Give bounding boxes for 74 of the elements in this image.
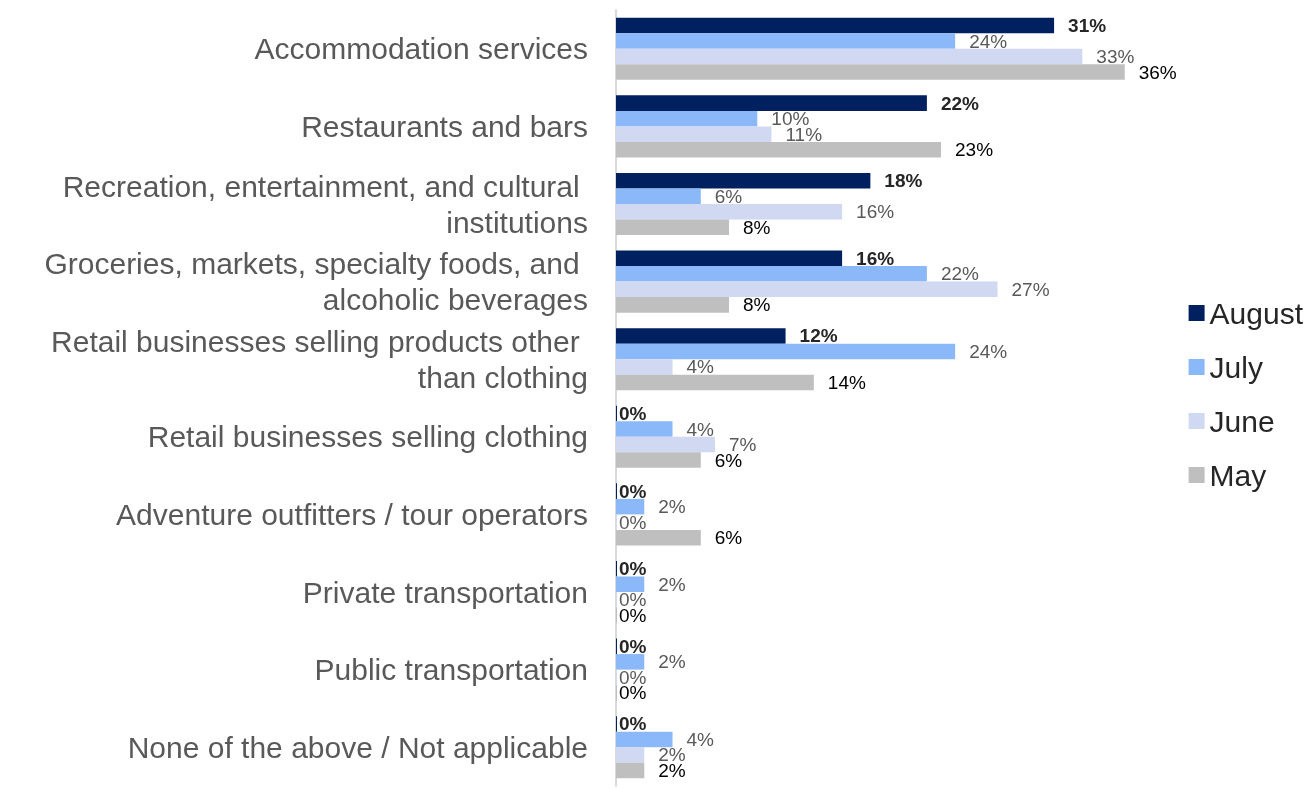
bar	[616, 126, 772, 142]
bar	[616, 359, 673, 375]
data-label: 0%	[619, 403, 647, 425]
data-label: 0%	[619, 635, 647, 657]
bar	[616, 110, 758, 127]
data-label: 36%	[1138, 61, 1177, 83]
bar	[616, 343, 956, 360]
legend-label: June	[1209, 404, 1275, 438]
y-tick-label: Restaurants and bars	[301, 109, 588, 143]
data-label: 8%	[743, 294, 771, 316]
y-tick-label: Groceries, markets, specialty foods, and alcoholic beverages	[44, 247, 588, 317]
bar	[616, 141, 942, 158]
data-label: 16%	[856, 201, 895, 223]
bar	[616, 297, 730, 313]
y-tick-label: Recreation, entertainment, and cultural institutions	[62, 169, 588, 239]
bar	[616, 95, 927, 111]
data-label: 8%	[743, 216, 771, 238]
data-label: 0%	[619, 713, 647, 735]
data-label: 14%	[827, 371, 866, 393]
data-label: 27%	[1011, 278, 1050, 300]
bar	[616, 266, 927, 282]
data-label: 0%	[619, 480, 647, 502]
bar	[616, 250, 843, 267]
data-label: 4%	[686, 728, 715, 750]
bar	[616, 747, 645, 763]
data-label: 2%	[658, 651, 686, 673]
bar	[616, 654, 645, 670]
bar	[616, 17, 1055, 34]
data-label: 6%	[714, 527, 743, 549]
bar	[616, 576, 645, 592]
legend-label: August	[1209, 296, 1304, 330]
data-label: 4%	[686, 418, 715, 440]
data-label: 22%	[940, 92, 980, 114]
data-label: 18%	[884, 170, 923, 192]
bar	[616, 48, 1083, 65]
bar	[616, 328, 786, 344]
y-tick-label: Retail businesses selling products other than clothing	[51, 324, 588, 394]
bar	[616, 452, 701, 468]
bar	[616, 436, 715, 453]
bar	[616, 219, 730, 236]
bar	[616, 204, 843, 220]
data-label: 4%	[686, 356, 715, 378]
bar	[616, 64, 1125, 80]
data-label: 2%	[658, 573, 686, 595]
bar	[616, 762, 645, 779]
y-tick-label: Accommodation services	[254, 32, 588, 66]
bar	[616, 731, 673, 748]
data-label: 0%	[619, 511, 647, 533]
data-label: 6%	[714, 185, 743, 207]
data-label: 0%	[619, 558, 647, 580]
bar	[616, 281, 998, 298]
data-label: 31%	[1068, 15, 1107, 37]
data-label: 24%	[969, 340, 1008, 362]
data-label: 22%	[940, 263, 980, 285]
bar	[616, 33, 956, 49]
bar	[616, 188, 701, 204]
bar	[616, 172, 871, 189]
legend-label: July	[1209, 350, 1263, 384]
data-label: 2%	[658, 496, 686, 518]
data-label: 16%	[856, 247, 895, 269]
bar	[616, 529, 701, 546]
bar	[616, 498, 645, 515]
data-label: 23%	[955, 139, 994, 161]
y-tick-label: Private transportation	[302, 575, 588, 609]
bar	[616, 374, 814, 391]
data-label: 24%	[969, 30, 1008, 52]
data-label: 12%	[799, 325, 838, 347]
y-tick-label: Retail businesses selling clothing	[147, 420, 588, 454]
y-tick-label: Adventure outfitters / tour operators	[116, 497, 588, 531]
bar	[616, 421, 673, 437]
y-tick-label: None of the above / Not applicable	[127, 730, 588, 764]
legend-label: May	[1209, 458, 1267, 492]
data-label: 33%	[1096, 46, 1135, 68]
y-tick-label: Public transportation	[314, 653, 588, 687]
